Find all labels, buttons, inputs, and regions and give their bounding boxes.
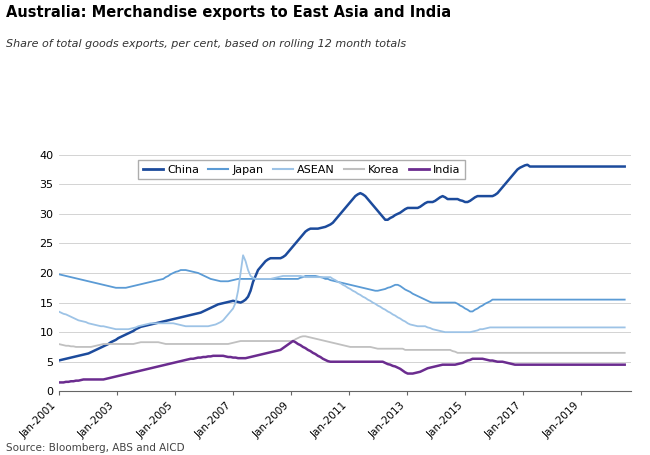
Line: ASEAN: ASEAN	[58, 255, 625, 332]
Japan	[543, 297, 551, 302]
ASEAN	[506, 325, 514, 330]
Japan	[55, 272, 62, 277]
India	[197, 355, 205, 360]
Text: Source: Bloomberg, ABS and AICD: Source: Bloomberg, ABS and AICD	[6, 443, 185, 453]
China	[55, 358, 62, 363]
ASEAN	[200, 324, 207, 329]
Japan	[177, 267, 185, 273]
Line: Japan: Japan	[58, 270, 625, 311]
Line: India: India	[58, 341, 625, 382]
India	[504, 360, 512, 366]
India	[621, 362, 629, 368]
Japan	[202, 274, 209, 279]
Japan	[506, 297, 514, 302]
Korea	[200, 341, 207, 347]
China	[501, 182, 509, 187]
China	[197, 310, 205, 315]
ASEAN	[441, 329, 449, 335]
India	[55, 379, 62, 385]
ASEAN	[621, 325, 629, 330]
Korea	[543, 350, 551, 356]
ASEAN	[239, 253, 247, 258]
China	[541, 164, 549, 169]
China	[523, 162, 531, 167]
India	[424, 365, 432, 371]
Korea	[299, 334, 307, 339]
ASEAN	[481, 326, 489, 331]
ASEAN	[424, 325, 432, 330]
ASEAN	[197, 324, 205, 329]
Korea	[481, 350, 489, 356]
Text: Share of total goods exports, per cent, based on rolling 12 month totals: Share of total goods exports, per cent, …	[6, 39, 407, 49]
Korea	[506, 350, 514, 356]
Japan	[424, 298, 432, 303]
China	[200, 308, 207, 314]
Japan	[466, 308, 474, 314]
Korea	[197, 341, 205, 347]
Korea	[621, 350, 629, 356]
India	[289, 338, 297, 344]
Japan	[200, 273, 207, 278]
Japan	[481, 301, 489, 307]
India	[541, 362, 549, 368]
Korea	[454, 350, 462, 356]
Korea	[55, 341, 62, 347]
Line: Korea: Korea	[58, 336, 625, 353]
China	[621, 164, 629, 169]
China	[421, 201, 429, 206]
ASEAN	[543, 325, 551, 330]
China	[476, 193, 484, 199]
India	[200, 354, 207, 360]
Text: Australia: Merchandise exports to East Asia and India: Australia: Merchandise exports to East A…	[6, 5, 452, 20]
Japan	[621, 297, 629, 302]
Korea	[424, 347, 432, 353]
India	[478, 356, 486, 361]
Line: China: China	[58, 165, 625, 360]
Legend: China, Japan, ASEAN, Korea, India: China, Japan, ASEAN, Korea, India	[138, 160, 465, 179]
ASEAN	[55, 308, 62, 314]
